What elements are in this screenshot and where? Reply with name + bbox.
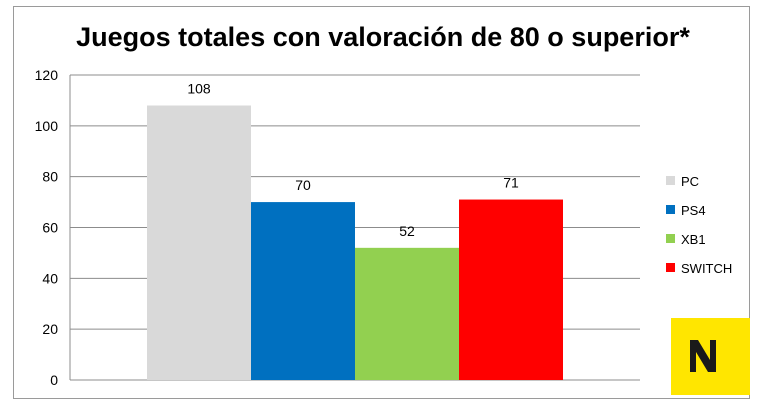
legend-swatch-ps4 (666, 205, 675, 214)
data-label-pc: 108 (187, 81, 211, 97)
y-axis: 0 20 40 60 80 100 120 (35, 67, 71, 388)
y-tick-label: 120 (35, 67, 59, 83)
legend-label-switch: SWITCH (681, 261, 732, 276)
data-label-switch: 71 (503, 175, 519, 191)
y-tick-label: 80 (42, 169, 58, 185)
bars (147, 105, 563, 380)
legend-swatch-pc (666, 176, 675, 185)
bar-pc (147, 105, 251, 380)
nintenderos-logo-icon (671, 318, 750, 395)
legend-swatch-xb1 (666, 234, 675, 243)
legend: PC PS4 XB1 SWITCH (666, 174, 732, 276)
data-labels: 108 70 52 71 (187, 81, 519, 239)
data-label-xb1: 52 (399, 223, 415, 239)
legend-swatch-switch (666, 263, 675, 272)
bar-ps4 (251, 202, 355, 380)
legend-label-xb1: XB1 (681, 232, 706, 247)
legend-label-ps4: PS4 (681, 203, 706, 218)
y-tick-label: 0 (50, 372, 58, 388)
bar-xb1 (355, 247, 459, 380)
y-tick-label: 100 (35, 118, 59, 134)
y-tick-label: 20 (42, 321, 58, 337)
bar-switch (459, 199, 563, 380)
y-tick-label: 40 (42, 270, 58, 286)
legend-label-pc: PC (681, 174, 699, 189)
data-label-ps4: 70 (295, 177, 311, 193)
chart-title: Juegos totales con valoración de 80 o su… (76, 22, 690, 52)
y-tick-label: 60 (42, 220, 58, 236)
